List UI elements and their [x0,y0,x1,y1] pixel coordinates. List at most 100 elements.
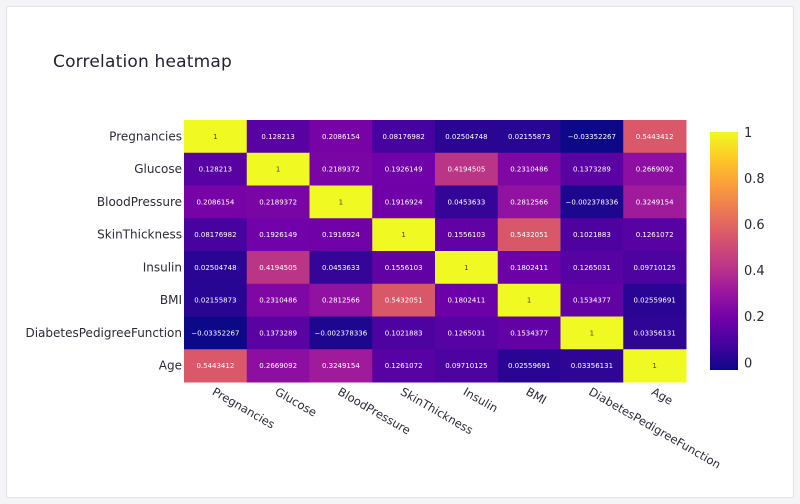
heatmap-cell [497,218,561,252]
heatmap-cell [497,349,561,383]
x-tick-label: BMI [524,384,549,407]
cell-value-label: 0.128213 [199,166,232,174]
heatmap-cell [497,120,561,154]
cell-value-label: 0.1265031 [447,329,485,337]
cell-value-label: 0.02504748 [194,264,236,272]
heatmap-cell [623,185,687,219]
cell-value-label: 0.02559691 [508,362,550,370]
cell-value-label: 0.1926149 [385,166,423,174]
cell-value-label: 0.08176982 [194,231,236,239]
cell-value-label: 0.2310486 [510,166,548,174]
cell-value-label: 0.1926149 [259,231,297,239]
heatmap-cell [246,251,310,285]
heatmap-cell [435,251,499,285]
heatmap-cells: 1 0.128213 0.2086154 0.08176982 0.02504748 0.… [184,120,687,383]
heatmap-cell [497,316,561,350]
heatmap-cell [435,185,499,219]
heatmap-cell [184,283,248,317]
heatmap-cell [372,152,436,186]
cell-value-label: 0.02155873 [508,133,550,141]
cell-value-label: 0.2669092 [259,362,297,370]
y-tick-label: Insulin [143,260,182,274]
cell-value-label: 0.4194505 [259,264,297,272]
cell-value-label: 0.0453633 [447,198,485,206]
heatmap-cell [309,218,373,252]
heatmap-cell [623,316,687,350]
cell-value-label: 0.1373289 [573,166,611,174]
cell-value-label: 0.5443412 [196,362,234,370]
cell-value-label: 0.1534377 [510,329,548,337]
cell-value-label: 0.2086154 [196,198,234,206]
heatmap-cell [497,283,561,317]
cell-value-label: 0.1534377 [573,297,611,305]
heatmap-cell [623,218,687,252]
heatmap-cell [246,120,310,154]
cell-value-label: 0.09710125 [445,362,487,370]
cell-value-label: 1 [339,198,343,206]
heatmap-cell [246,185,310,219]
cell-value-label: −0.03352267 [191,329,239,337]
colorbar-gradient [710,132,738,370]
cell-value-label: 0.09710125 [633,264,675,272]
cell-value-label: 1 [401,231,405,239]
x-tick-label: Glucose [273,384,320,419]
x-tick-label: Age [649,384,675,407]
heatmap-cell [435,283,499,317]
cell-value-label: 1 [464,264,468,272]
cell-value-label: 1 [590,329,594,337]
heatmap-cell [246,316,310,350]
cell-value-label: 0.1556103 [385,264,423,272]
cell-value-label: −0.002378336 [315,329,368,337]
heatmap-cell [435,349,499,383]
colorbar-tick-label: 0.6 [744,218,765,233]
heatmap-cell [372,316,436,350]
heatmap-cell [309,349,373,383]
y-tick-label: Pregnancies [109,129,182,143]
heatmap-cell [309,120,373,154]
cell-value-label: 0.3249154 [636,198,674,206]
heatmap-cell [497,251,561,285]
heatmap-cell [309,316,373,350]
heatmap-cell [184,251,248,285]
heatmap-cell [246,349,310,383]
cell-value-label: 0.2812566 [510,198,548,206]
heatmap-cell [560,218,624,252]
heatmap-cell [309,251,373,285]
y-axis-labels: Pregnancies Glucose BloodPressure SkinThick… [25,129,182,372]
heatmap-cell [184,218,248,252]
cell-value-label: 0.1261072 [385,362,423,370]
cell-value-label: 0.02559691 [633,297,675,305]
heatmap-cell [246,152,310,186]
heatmap-cell [560,120,624,154]
heatmap-cell [623,349,687,383]
chart-title: Correlation heatmap [53,52,233,72]
colorbar-tick-label: 0.2 [744,310,765,325]
x-tick-label: Pregnancies [210,384,277,431]
heatmap-cell [623,251,687,285]
cell-value-label: 0.5443412 [636,133,674,141]
cell-value-label: 0.1556103 [447,231,485,239]
cell-value-label: 0.1802411 [510,264,548,272]
heatmap-cell [246,218,310,252]
cell-value-label: 0.4194505 [447,166,485,174]
heatmap-cell [435,218,499,252]
heatmap-cell [623,283,687,317]
cell-value-label: 1 [276,166,280,174]
heatmap-cell [309,152,373,186]
cell-value-label: 0.03356131 [633,329,675,337]
heatmap-cell [372,283,436,317]
heatmap-cell [435,316,499,350]
heatmap-cell [435,120,499,154]
heatmap-cell [184,349,248,383]
y-tick-label: SkinThickness [97,228,182,242]
cell-value-label: −0.002378336 [566,198,619,206]
y-tick-label: BMI [160,293,182,307]
colorbar-tick-label: 0.4 [744,264,765,279]
y-tick-label: Glucose [134,162,182,176]
heatmap-cell [435,152,499,186]
cell-value-label: 1 [527,297,531,305]
heatmap-cell [560,185,624,219]
heatmap-cell [372,185,436,219]
heatmap-cell [246,283,310,317]
